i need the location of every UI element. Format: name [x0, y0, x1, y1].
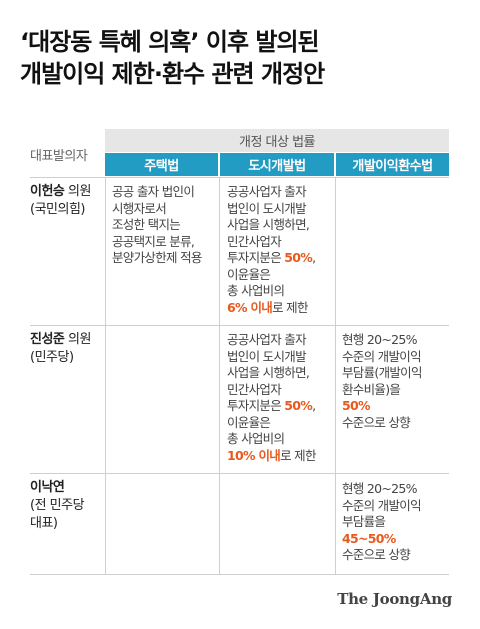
proposer-row-3: 이낙연 (전 민주당 대표)	[30, 479, 102, 533]
highlight-value: 45~50%	[342, 530, 396, 546]
cell-row3-recovery: 현행 20~25% 수준의 개발이익 부담률을 45~50% 수준으로 상향	[342, 481, 450, 564]
proposer-row-2: 진성준 의원 (민주당)	[30, 331, 102, 367]
cell-line: 현행 20~25%	[342, 332, 418, 347]
table-bottom-border	[30, 574, 449, 575]
proposer-party: (전 민주당	[30, 498, 85, 513]
cell-row2-recovery: 현행 20~25% 수준의 개발이익 부담률(개발이익 환수비율)을 50% 수…	[342, 332, 450, 431]
title-line-1: ‘대장동 특혜 의혹’ 이후 발의된	[20, 28, 320, 56]
column-divider	[219, 177, 220, 574]
cell-line: 수준의 개발이익	[342, 497, 422, 513]
cell-line: 수준의 개발이익	[342, 348, 422, 364]
cell-line: 부담률을	[342, 514, 386, 529]
row-divider	[30, 473, 449, 474]
cell-line: 분양가상한제 적용	[112, 250, 202, 265]
cell-line: 투자지분은 50%,	[227, 398, 335, 415]
cell-line: 공공택지로 분류,	[112, 233, 195, 249]
row-divider	[30, 177, 449, 178]
cap-suffix: 로 제한	[272, 299, 308, 315]
cell-line: 6% 이내로 제한	[227, 300, 335, 317]
cell-line: 조성한 택지는	[112, 217, 181, 232]
proposer-role: 의원	[64, 184, 91, 199]
super-header: 개정 대상 법률	[105, 129, 449, 152]
cell-line: 총 사업비의	[227, 283, 285, 298]
column-header-housing: 주택법	[105, 153, 218, 176]
cell-line: 공공사업자 출자	[227, 184, 307, 199]
column-header-recovery: 개발이익환수법	[336, 153, 449, 176]
cell-line: 투자지분은 50%,	[227, 250, 335, 267]
cell-line: 수준으로 상향	[342, 547, 411, 562]
title-line-2: 개발이익 제한·환수 관련 개정안	[20, 60, 325, 88]
cell-line: 이윤율은	[227, 414, 271, 430]
highlight-value: 50%	[284, 398, 313, 413]
cell-row2-urban: 공공사업자 출자 법인이 도시개발 사업을 시행하면, 민간사업자 투자지분은 …	[227, 332, 335, 464]
column-divider	[335, 177, 336, 574]
cell-line: 사업을 시행하면,	[227, 365, 310, 380]
proposer-row-1: 이헌승 의원 (국민의힘)	[30, 183, 102, 219]
cell-line: 10% 이내로 제한	[227, 448, 335, 465]
share-suffix: ,	[312, 250, 316, 265]
source-logo: The JoongAng	[337, 590, 452, 608]
highlight-value: 50%	[342, 398, 371, 413]
cell-line: 사업을 시행하면,	[227, 217, 310, 232]
proposer-name: 진성준	[30, 332, 65, 347]
row-divider	[30, 325, 449, 326]
share-prefix: 투자지분은	[227, 398, 285, 413]
cell-line: 법인이 도시개발	[227, 348, 307, 364]
cell-line: 이윤율은	[227, 266, 271, 282]
page-title: ‘대장동 특혜 의혹’ 이후 발의된 개발이익 제한·환수 관련 개정안	[20, 26, 460, 90]
cell-line: 총 사업비의	[227, 431, 285, 446]
column-divider	[105, 177, 106, 574]
cell-line: 부담률(개발이익	[342, 365, 422, 380]
highlight-value: 6% 이내	[227, 299, 273, 315]
cap-suffix: 로 제한	[280, 447, 316, 463]
cell-line: 환수비율)을	[342, 381, 401, 397]
cell-row1-housing: 공공 출자 법인이 시행자로서 조성한 택지는 공공택지로 분류, 분양가상한제…	[112, 184, 220, 267]
cell-line: 법인이 도시개발	[227, 200, 307, 216]
cell-line: 현행 20~25%	[342, 481, 418, 496]
cell-line: 민간사업자	[227, 233, 282, 249]
highlight-value: 50%	[284, 250, 313, 265]
cell-line: 공공사업자 출자	[227, 332, 307, 347]
cell-line: 공공 출자 법인이	[112, 184, 195, 199]
proposer-role: 의원	[64, 332, 91, 347]
share-prefix: 투자지분은	[227, 250, 285, 265]
share-suffix: ,	[312, 398, 316, 413]
proposer-header: 대표발의자	[30, 149, 88, 164]
proposer-name: 이헌승	[30, 184, 65, 199]
highlight-value: 10% 이내	[227, 447, 281, 463]
cell-line: 시행자로서	[112, 200, 167, 216]
cell-row1-urban: 공공사업자 출자 법인이 도시개발 사업을 시행하면, 민간사업자 투자지분은 …	[227, 184, 335, 316]
proposer-name: 이낙연	[30, 480, 65, 495]
column-header-urban: 도시개발법	[220, 153, 334, 176]
cell-line: 수준으로 상향	[342, 414, 411, 430]
proposer-party: (민주당)	[30, 350, 74, 365]
proposer-party: 대표)	[30, 516, 58, 531]
cell-line: 민간사업자	[227, 381, 282, 397]
proposer-party: (국민의힘)	[30, 202, 85, 217]
